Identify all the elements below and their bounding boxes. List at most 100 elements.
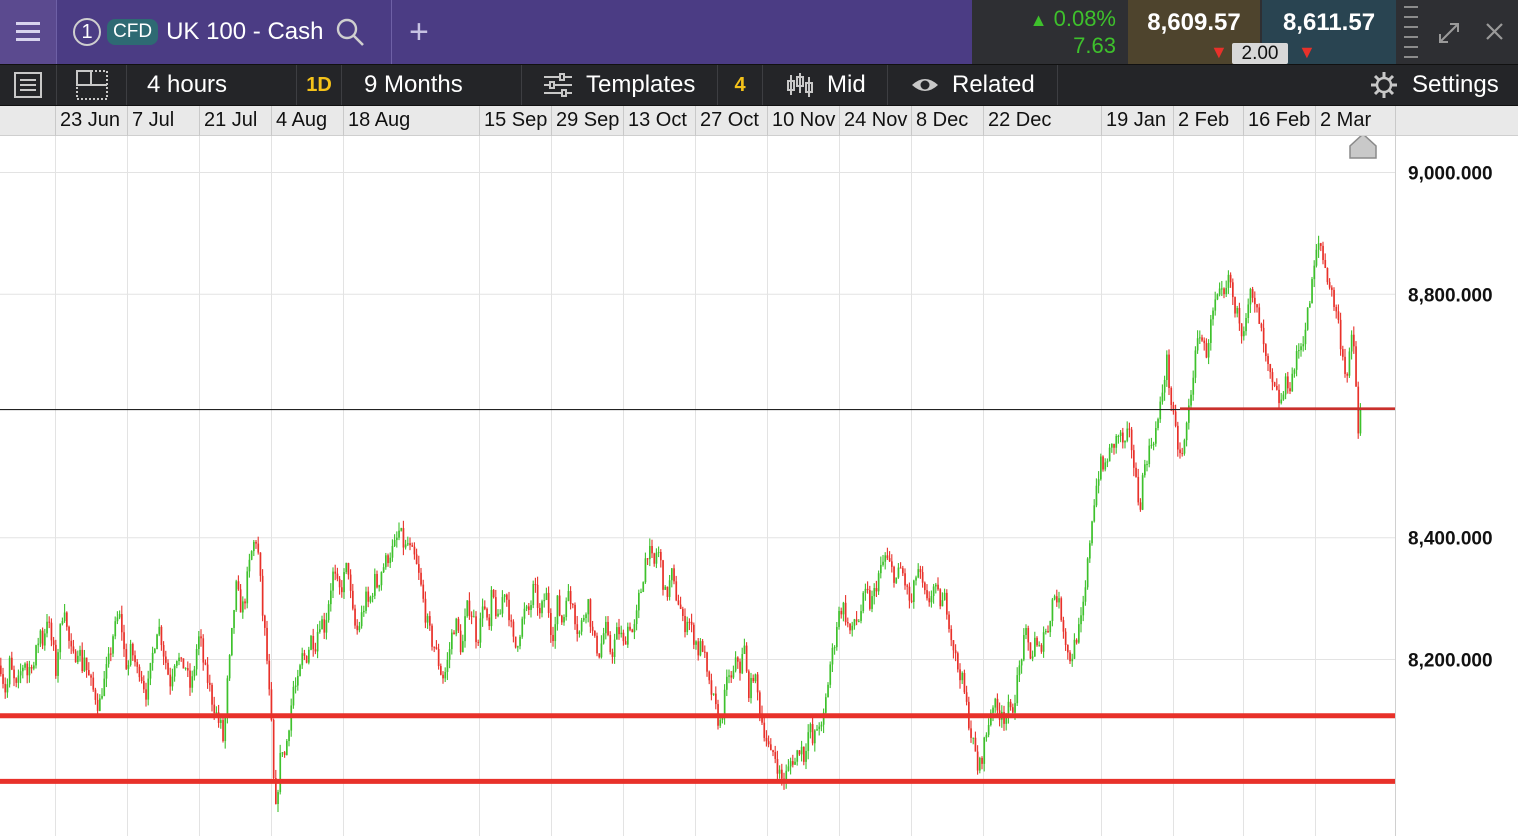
- up-candle-body: [915, 577, 917, 581]
- price-tick-label: 8,400.000: [1408, 529, 1493, 550]
- up-candle-body: [1150, 444, 1153, 446]
- down-candle-body: [1133, 450, 1135, 468]
- price-type-select[interactable]: Mid: [763, 65, 888, 105]
- down-candle-body: [1229, 274, 1232, 283]
- range-select[interactable]: 9 Months: [342, 65, 522, 105]
- buy-price: 8,611.57: [1282, 9, 1376, 36]
- expand-icon[interactable]: [1439, 23, 1459, 43]
- layout-icon[interactable]: [57, 65, 127, 105]
- down-candle-body: [418, 564, 420, 573]
- down-candle-body: [847, 622, 849, 624]
- home-icon[interactable]: [1349, 136, 1377, 159]
- menu-icon[interactable]: [0, 0, 56, 64]
- down-candle-body: [550, 613, 552, 635]
- price-tick-label: 8,200.000: [1408, 650, 1493, 671]
- up-candle-body: [1185, 422, 1188, 441]
- down-candle-body: [470, 615, 473, 618]
- down-candle-body: [840, 611, 843, 615]
- down-candle-body: [275, 778, 277, 805]
- up-candle-body: [404, 544, 407, 548]
- up-candle-body: [1152, 443, 1155, 445]
- up-candle-body: [741, 654, 744, 674]
- instrument-tab[interactable]: 1 CFD UK 100 - Cash: [56, 0, 392, 64]
- interval-badge[interactable]: 1D: [297, 65, 342, 105]
- down-arrow-icon: ▼: [1298, 42, 1316, 62]
- date-separator: [767, 106, 768, 136]
- down-candle-body: [435, 647, 438, 650]
- down-candle-body: [334, 571, 337, 574]
- down-candle-body: [187, 668, 189, 671]
- up-candle-body: [728, 675, 730, 677]
- down-candle-body: [910, 600, 913, 602]
- candles-icon: [787, 73, 813, 97]
- down-candle-body: [72, 646, 75, 652]
- search-icon[interactable]: [335, 17, 365, 47]
- up-candle-body: [178, 657, 180, 662]
- templates-button[interactable]: Templates: [522, 65, 718, 105]
- down-candle-body: [270, 689, 273, 720]
- up-candle-body: [503, 594, 506, 598]
- sell-price-button[interactable]: 8,609.57 ▼: [1128, 0, 1260, 64]
- up-candle-body: [198, 636, 200, 650]
- down-candle-body: [209, 682, 211, 685]
- down-candle-body: [976, 751, 979, 771]
- up-candle-body: [446, 659, 449, 672]
- related-button[interactable]: Related: [888, 65, 1058, 105]
- down-candle-body: [420, 572, 422, 585]
- drag-handle-icon[interactable]: [1404, 6, 1418, 58]
- up-candle-body: [1071, 658, 1074, 662]
- down-candle-body: [145, 689, 147, 700]
- up-candle-body: [1093, 505, 1096, 522]
- up-candle-body: [1306, 307, 1309, 330]
- up-candle-body: [822, 712, 825, 725]
- down-candle-body: [367, 591, 370, 602]
- date-separator: [479, 106, 480, 136]
- down-candle-body: [1102, 456, 1104, 470]
- down-candle-body: [618, 627, 620, 635]
- up-candle-body: [668, 580, 671, 597]
- down-candle-body: [706, 652, 708, 672]
- up-candle-body: [985, 734, 988, 738]
- up-candle-body: [853, 619, 856, 626]
- down-candle-body: [952, 640, 955, 651]
- price-chart[interactable]: 8,610.5708,107.4587,999.661 9,000.0008,8…: [0, 136, 1518, 836]
- close-icon[interactable]: [1486, 23, 1503, 40]
- grid-lines: [0, 136, 1395, 836]
- add-tab-button[interactable]: +: [392, 0, 972, 64]
- settings-button[interactable]: Settings: [1370, 65, 1518, 105]
- up-candle-body: [532, 584, 535, 606]
- up-candle-body: [941, 600, 944, 607]
- list-view-icon[interactable]: [0, 65, 57, 105]
- up-candle-body: [1243, 331, 1245, 337]
- down-candle-body: [781, 769, 783, 779]
- up-candle-body: [490, 589, 493, 627]
- down-candle-body: [514, 636, 517, 648]
- down-candle-body: [844, 602, 847, 623]
- down-candle-body: [338, 578, 341, 588]
- down-candle-body: [948, 614, 950, 630]
- price-tick-label: 9,000.000: [1408, 164, 1493, 185]
- down-candle-body: [336, 573, 339, 579]
- up-candle-body: [1082, 601, 1085, 616]
- up-candle-body: [913, 580, 915, 602]
- settings-label: Settings: [1412, 71, 1499, 98]
- down-candle-body: [589, 599, 592, 627]
- up-candle-body: [6, 684, 9, 693]
- down-candle-body: [121, 614, 123, 633]
- up-candle-body: [1284, 376, 1287, 395]
- down-candle-body: [259, 552, 262, 576]
- down-candle-body: [1009, 701, 1012, 708]
- down-candle-body: [688, 621, 691, 623]
- interval-select[interactable]: 4 hours: [127, 65, 297, 105]
- down-candle-body: [222, 720, 224, 741]
- down-candle-body: [1036, 637, 1038, 646]
- up-candle-body: [1124, 440, 1126, 443]
- up-candle-body: [1196, 338, 1199, 351]
- up-candle-body: [1302, 344, 1305, 347]
- up-candle-body: [638, 592, 640, 611]
- down-candle-body: [576, 624, 579, 634]
- down-candle-body: [996, 698, 999, 711]
- down-candle-body: [237, 581, 240, 590]
- down-candle-body: [939, 589, 942, 607]
- up-candle-body: [8, 657, 11, 685]
